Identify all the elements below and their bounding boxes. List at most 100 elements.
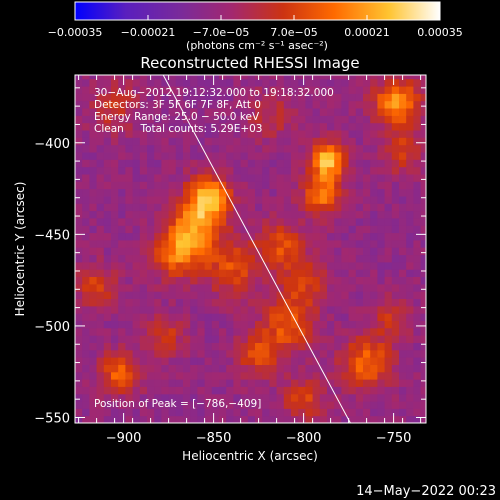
heatmap-cell <box>305 86 314 94</box>
heatmap-cell <box>283 239 292 248</box>
heatmap-cell <box>132 225 141 234</box>
heatmap-cell <box>161 159 170 168</box>
heatmap-cell <box>75 188 83 197</box>
heatmap-cell <box>247 291 256 299</box>
heatmap-cell <box>255 254 263 263</box>
heatmap-cell <box>154 408 162 417</box>
heatmap-cell <box>233 327 242 336</box>
heatmap-cell <box>420 86 426 94</box>
heatmap-cell <box>327 159 335 168</box>
heatmap-cell <box>204 371 213 380</box>
heatmap-cell <box>269 137 278 146</box>
heatmap-cell <box>154 159 162 168</box>
heatmap-cell <box>399 247 407 256</box>
heatmap-cell <box>276 276 285 285</box>
heatmap-cell <box>125 408 134 417</box>
heatmap-cell <box>283 371 292 380</box>
heatmap-cell <box>391 393 400 402</box>
heatmap-cell <box>370 137 378 146</box>
heatmap-cell <box>399 210 407 219</box>
heatmap-cell <box>255 261 263 270</box>
heatmap-cell <box>298 225 306 234</box>
heatmap-cell <box>197 210 206 219</box>
heatmap-cell <box>269 203 278 212</box>
heatmap-cell <box>240 122 249 131</box>
heatmap-cell <box>211 78 220 87</box>
heatmap-cell <box>319 122 328 131</box>
heatmap-cell <box>406 357 414 365</box>
heatmap-cell <box>305 181 314 190</box>
heatmap-cell <box>96 137 105 146</box>
heatmap-cell <box>147 188 155 197</box>
heatmap-cell <box>247 239 256 248</box>
heatmap-cell <box>355 195 364 204</box>
heatmap-cell <box>363 408 371 417</box>
heatmap-cell <box>204 78 213 87</box>
heatmap-cell <box>233 269 242 277</box>
heatmap-cell <box>341 313 350 321</box>
heatmap-cell <box>283 335 292 343</box>
heatmap-cell <box>211 320 220 329</box>
heatmap-cell <box>175 335 184 343</box>
heatmap-cell <box>420 269 426 277</box>
heatmap-cell <box>132 210 141 219</box>
heatmap-cell <box>377 247 386 256</box>
heatmap-cell <box>211 210 220 219</box>
heatmap-cell <box>283 195 292 204</box>
heatmap-cell <box>327 335 335 343</box>
heatmap-cell <box>399 232 407 241</box>
heatmap-cell <box>139 137 148 146</box>
heatmap-cell <box>190 247 198 256</box>
heatmap-cell <box>370 298 378 307</box>
heatmap-cell <box>233 188 242 197</box>
heatmap-cell <box>190 232 198 241</box>
heatmap-cell <box>269 173 278 182</box>
heatmap-cell <box>406 144 414 153</box>
heatmap-cell <box>391 269 400 277</box>
heatmap-cell <box>240 93 249 102</box>
heatmap-cell <box>226 401 234 409</box>
heatmap-cell <box>96 181 105 190</box>
heatmap-cell <box>139 313 148 321</box>
heatmap-cell <box>154 327 162 336</box>
heatmap-cell <box>262 181 270 190</box>
heatmap-cell <box>377 108 386 116</box>
heatmap-cell <box>341 225 350 234</box>
heatmap-cell <box>154 261 162 270</box>
heatmap-cell <box>175 159 184 168</box>
heatmap-cell <box>377 195 386 204</box>
heatmap-cell <box>197 75 206 80</box>
heatmap-cell <box>82 173 90 182</box>
colorbar-units-label: (photons cm⁻² s⁻¹ asec⁻²) <box>186 39 328 52</box>
heatmap-cell <box>183 269 191 277</box>
heatmap-cell <box>168 232 177 241</box>
heatmap-cell <box>233 181 242 190</box>
heatmap-cell <box>161 349 170 358</box>
heatmap-cell <box>355 151 364 160</box>
heatmap-cell <box>269 269 278 277</box>
heatmap-cell <box>168 408 177 417</box>
heatmap-cell <box>406 210 414 219</box>
heatmap-cell <box>154 203 162 212</box>
heatmap-cell <box>420 75 426 80</box>
heatmap-cell <box>363 254 371 263</box>
heatmap-cell <box>370 173 378 182</box>
heatmap-cell <box>204 276 213 285</box>
heatmap-cell <box>305 261 314 270</box>
heatmap-cell <box>132 159 141 168</box>
heatmap-cell <box>312 254 321 263</box>
heatmap-cell <box>283 166 292 175</box>
heatmap-cell <box>399 371 407 380</box>
heatmap-cell <box>355 239 364 248</box>
heatmap-cell <box>183 291 191 299</box>
heatmap-cell <box>82 210 90 219</box>
heatmap-cell <box>161 298 170 307</box>
heatmap-cell <box>355 159 364 168</box>
heatmap-cell <box>219 137 227 146</box>
heatmap-cell <box>183 349 191 358</box>
heatmap-cell <box>334 357 342 365</box>
heatmap-cell <box>291 342 299 351</box>
heatmap-cell <box>312 357 321 365</box>
heatmap-cell <box>204 379 213 387</box>
heatmap-cell <box>348 86 357 94</box>
